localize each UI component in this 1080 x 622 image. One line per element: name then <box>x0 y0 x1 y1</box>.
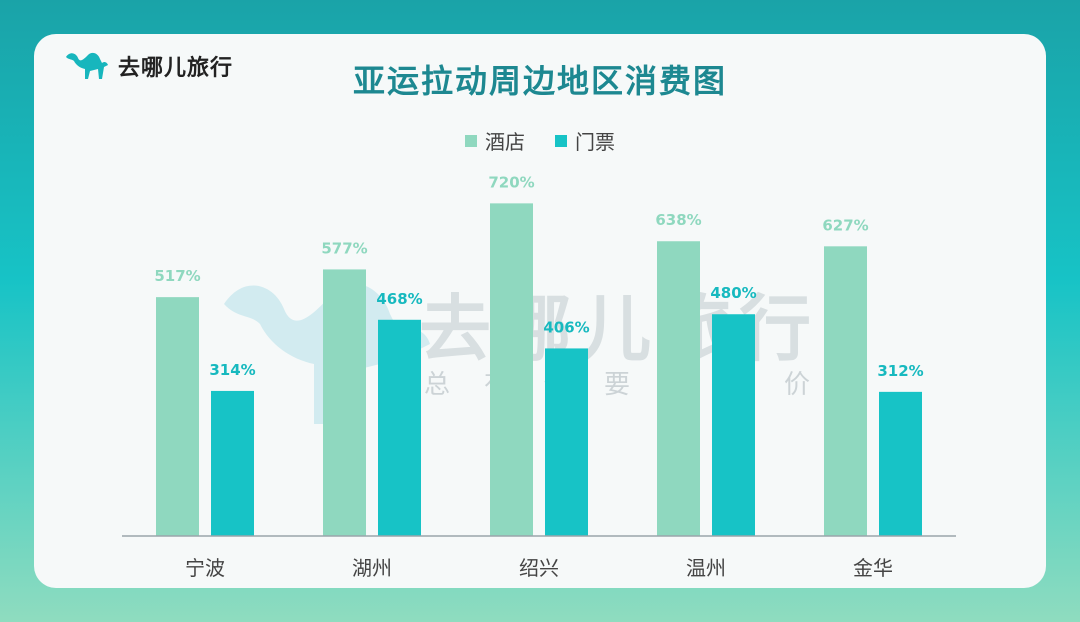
x-tick-label-0: 宁波 <box>185 556 225 580</box>
data-label-hotel-2: 720% <box>488 173 534 191</box>
legend-swatch-hotel <box>465 134 477 147</box>
data-label-hotel-1: 577% <box>321 239 367 257</box>
legend-item-ticket: 门票 <box>555 126 615 155</box>
bar-hotel-1 <box>323 269 366 536</box>
bar-ticket-2 <box>545 348 588 536</box>
x-tick-label-4: 金华 <box>853 556 893 580</box>
legend-item-hotel: 酒店 <box>465 126 525 155</box>
bar-ticket-1 <box>378 319 421 536</box>
chart-card: 去哪儿旅行 亚运拉动周边地区消费图 酒店 门票 去哪儿旅行 总有你要的低价 51… <box>34 34 1046 588</box>
data-label-ticket-3: 480% <box>710 284 756 302</box>
bar-ticket-0 <box>211 390 254 536</box>
x-tick-label-2: 绍兴 <box>519 556 559 580</box>
camel-icon <box>66 52 108 79</box>
bar-ticket-3 <box>712 314 755 536</box>
brand-name: 去哪儿旅行 <box>118 56 234 81</box>
data-label-ticket-2: 406% <box>543 318 589 336</box>
bar-hotel-0 <box>156 297 199 536</box>
data-label-hotel-3: 638% <box>655 211 701 229</box>
data-label-ticket-4: 312% <box>877 362 923 380</box>
bar-hotel-2 <box>490 203 533 537</box>
data-label-hotel-0: 517% <box>154 267 200 285</box>
data-label-ticket-1: 468% <box>376 290 422 308</box>
bar-hotel-4 <box>824 246 867 537</box>
x-tick-label-3: 温州 <box>686 556 726 580</box>
chart-legend: 酒店 门票 <box>34 126 1046 155</box>
data-label-ticket-0: 314% <box>209 361 255 379</box>
bar-ticket-4 <box>879 391 922 536</box>
chart-title: 亚运拉动周边地区消费图 <box>352 62 727 100</box>
data-label-hotel-4: 627% <box>822 216 868 234</box>
brand-logo[interactable]: 去哪儿旅行 <box>64 48 233 84</box>
legend-swatch-ticket <box>555 134 567 147</box>
bar-chart: 517% 314% 宁波 577% 468% 湖州 720% 406% 绍兴 638% 480% 温州… <box>122 173 956 580</box>
legend-label-hotel: 酒店 <box>485 130 525 154</box>
bar-hotel-3 <box>657 241 700 536</box>
legend-label-ticket: 门票 <box>575 130 615 154</box>
x-tick-label-1: 湖州 <box>352 556 392 580</box>
